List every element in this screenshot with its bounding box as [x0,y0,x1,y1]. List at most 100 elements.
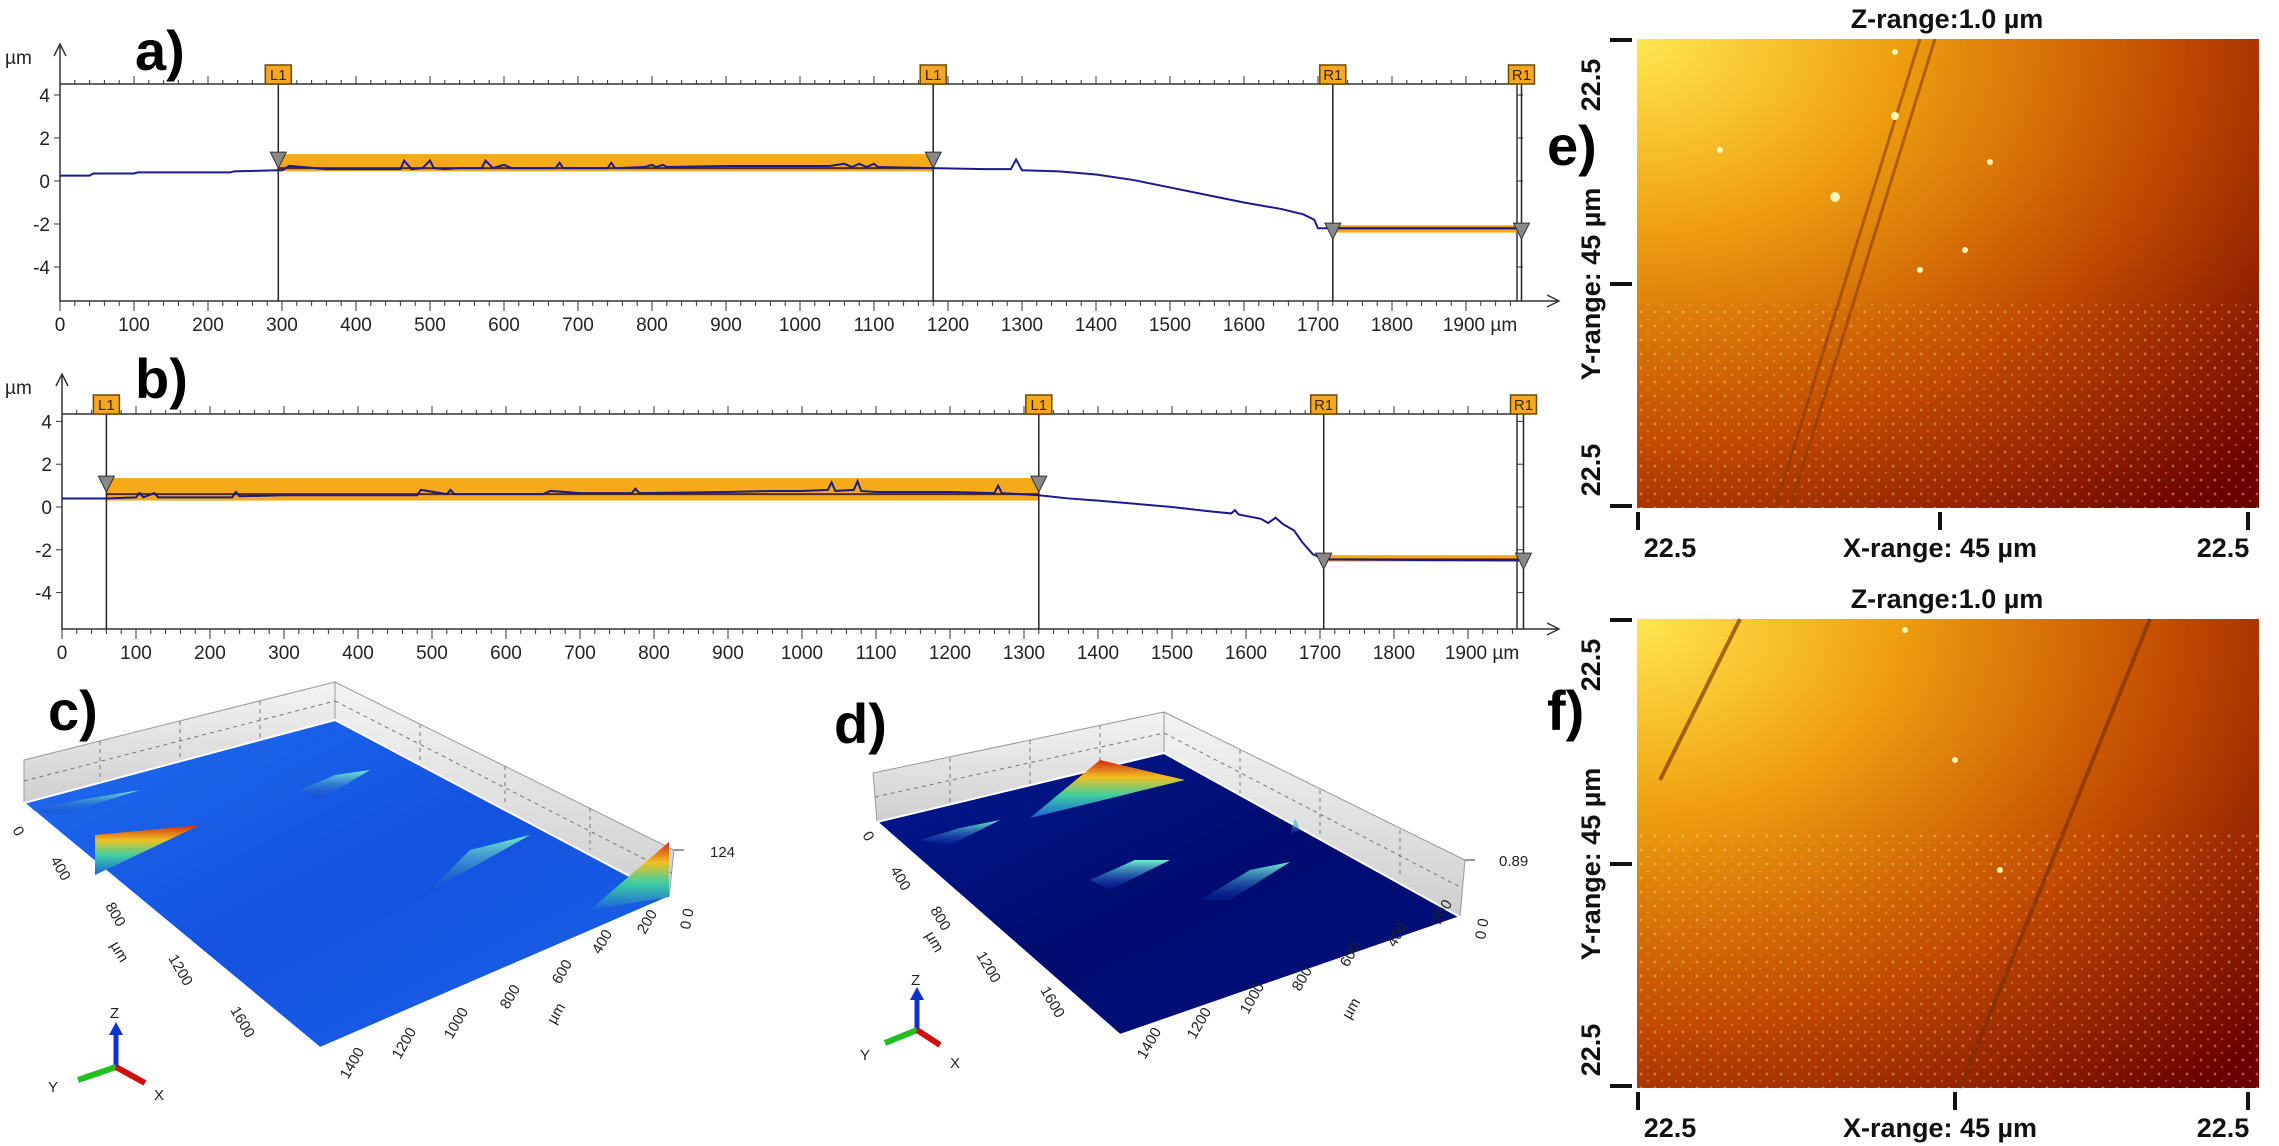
marker-triangle-icon [97,475,116,494]
y-tick-label: 2 [41,455,52,476]
axis-z-label: Z [110,1005,119,1022]
marker-triangle-icon [1314,552,1333,571]
x-tick-label: 1200 [929,643,971,664]
afm-image-f: Z-range:1.0 µm 22.5 22.5 Y-range: 45 µm … [1547,584,2259,1143]
y-unit: µm [107,939,132,966]
x-tick: 600 [549,957,576,987]
axis-triad-icon: Z Y X [48,1005,164,1104]
x-tick-label: 400 [340,315,372,336]
x-unit: µm [1339,995,1364,1022]
marker-tab [919,64,947,85]
afm-texture [1637,300,2259,508]
axis-y-label: Y [860,1047,870,1064]
y-tick-label: -2 [35,541,52,562]
y-tick: 0 [9,824,28,840]
x-tick-label: 500 [414,315,446,336]
marker-label: R1 [1323,67,1342,84]
x-tick-label: 1300 [1003,643,1045,664]
panel-label-d: d) [834,692,887,755]
y-tick-bottom: 22.5 [1576,1024,1606,1077]
y-tick-label: 4 [39,86,50,107]
y-tick: 800 [102,900,129,930]
reference-band [106,478,1039,501]
x-axis-arrow-icon [1546,622,1561,636]
axis-x-label: X [154,1087,164,1104]
y-tick: 1200 [973,949,1004,986]
z-tick-min: 0 0 [1472,917,1492,940]
marker-tab [1319,64,1347,85]
peak [95,825,200,875]
x-range-label: X-range: 45 µm [1843,1113,2037,1143]
x-range-label: X-range: 45 µm [1843,533,2037,563]
marker-triangle-icon [269,151,288,170]
x-tick: 1400 [1134,1025,1165,1062]
x-tick-label: 0 [57,643,68,664]
profile-line [62,478,1524,562]
x-tick-label: 1900 µm [1443,315,1517,336]
x-tick-label: 0 [55,315,66,336]
y-tick-label: 2 [39,129,50,150]
x-tick-label: 400 [342,643,374,664]
y-tick-label: 0 [41,498,52,519]
x-unit: µm [544,1000,569,1027]
x-tick-label: 1500 [1151,643,1193,664]
ridge [1290,818,1300,835]
x-tick-label: 900 [710,315,742,336]
ridge [1200,862,1290,900]
y-axis-unit: µm [5,48,32,69]
afm-texture [1637,830,2259,1088]
y-tick: 1200 [165,952,196,989]
x-tick-right: 22.5 [2197,1113,2250,1143]
x-tick-label: 600 [490,643,522,664]
surface-plot-d: 0 400 800 µm 1200 1600 1400 1200 1000 80… [834,692,1528,1072]
x-tick-label: 200 [192,315,224,336]
x-tick-label: 1500 [1149,315,1191,336]
marker-label: R1 [1314,397,1333,414]
x-tick: 400 [589,927,616,957]
y-tick: 0 [859,829,878,845]
x-tick-label: 1200 [927,315,969,336]
x-tick-label: 700 [562,315,594,336]
x-tick-label: 900 [712,643,744,664]
marker-label: L1 [98,397,115,414]
marker-label: R1 [1514,397,1533,414]
y-tick-label: 0 [39,172,50,193]
x-axis-arrow-icon [1546,294,1561,308]
x-tick-label: 1100 [856,643,897,664]
marker-tab [1509,394,1538,415]
marker-label: R1 [1512,67,1531,84]
z-range-title: Z-range:1.0 µm [1851,4,2044,34]
y-tick-top: 22.5 [1576,59,1606,112]
x-tick-label: 800 [638,643,670,664]
marker-tab [264,64,293,85]
surface [874,751,1463,1037]
axis-x-label: X [950,1055,960,1072]
x-tick-label: 1100 [854,315,895,336]
ridge [30,790,140,815]
x-tick-left: 22.5 [1644,1113,1697,1143]
marker-triangle-icon [1514,552,1533,571]
reference-band [278,154,934,172]
z-tick-max: 124 [710,844,735,861]
x-tick-label: 1800 [1371,315,1413,336]
x-tick-label: 300 [268,643,300,664]
peak [590,842,669,910]
y-tick-bottom: 22.5 [1576,444,1606,497]
y-unit: µm [922,929,947,956]
x-tick: 1400 [337,1045,368,1082]
axis-z-label: Z [911,972,920,989]
z-tick-min: 0 0 [677,907,697,930]
ridge [300,770,370,800]
profile-chart-b: µm 0 100 200 300 400 500 600 700 800 900 1000 1100 12… [5,372,1561,664]
y-tick-label: -4 [35,584,52,605]
marker-triangle-icon [1323,222,1342,241]
panel-label-b: b) [135,347,188,410]
x-tick-label: 200 [194,643,226,664]
y-range-label: Y-range: 45 µm [1576,188,1606,381]
axis-triad-icon: Z Y X [860,972,960,1072]
x-tick-label: 1300 [1001,315,1043,336]
x-tick: 800 [497,982,524,1012]
x-tick-label: 100 [118,315,150,336]
panel-label-f: f) [1547,679,1584,742]
x-tick-label: 100 [120,643,152,664]
